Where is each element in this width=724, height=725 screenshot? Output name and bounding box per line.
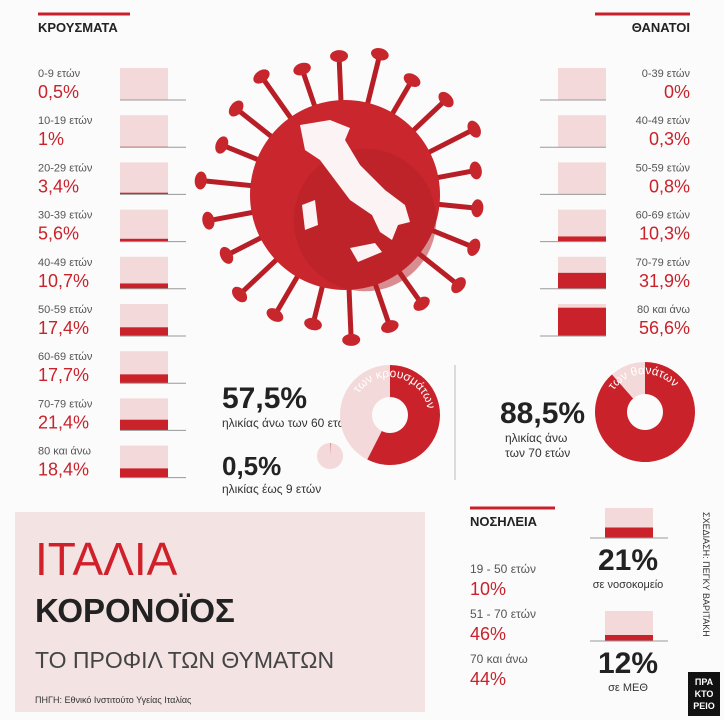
age-label: 40-49 ετών [636,115,691,127]
age-label: 70-79 ετών [38,398,93,410]
age-label: 60-69 ετών [38,351,93,363]
age-label: 80 και άνω [38,446,91,458]
value-label: 0,8% [649,176,690,196]
value-label: 31,9% [639,271,690,291]
logo-text: ΚΤΟ [695,689,714,699]
value-label: 17,4% [38,318,89,338]
total-value: 21% [598,544,658,577]
bar [120,283,168,288]
age-label: 0-39 ετών [642,68,691,80]
value-label: 17,7% [38,365,89,385]
age-label: 80 και άνω [637,304,690,316]
highlight-text: ηλικίας άνω των 60 ετών [222,416,353,430]
value-label: 0,5% [38,82,79,102]
age-label: 19 - 50 ετών [470,562,536,576]
value-label: 46% [470,624,506,644]
value-label: 44% [470,669,506,689]
credit: ΣΧΕΔΙΑΣΗ: ΠΕΓΚΥ ΒΑΡΙΤΑΚΗ [701,512,711,637]
bar [558,273,606,289]
value-label: 10% [470,579,506,599]
age-label: 40-49 ετών [38,257,93,269]
logo-text: ΡΕΙΟ [693,701,715,711]
bar [605,528,653,539]
bar-box [120,115,168,147]
bar [120,374,168,383]
value-label: 5,6% [38,224,79,244]
age-label: 0-9 ετών [38,68,81,80]
age-label: 70 και άνω [470,652,528,666]
value-label: 0,3% [649,129,690,149]
value-label: 3,4% [38,176,79,196]
highlight-text: των 70 ετών [505,446,570,460]
value-label: 21,4% [38,412,89,432]
header-subtitle: ΚΟΡΟΝΟΪΟΣ [35,592,235,629]
total-text: σε ΜΕΘ [608,682,648,694]
highlight-text: ηλικίας έως 9 ετών [222,482,321,496]
bar [605,635,653,641]
age-label: 10-19 ετών [38,115,93,127]
bar-box [558,162,606,194]
value-label: 10,7% [38,271,89,291]
highlight-value: 0,5% [222,451,281,481]
bar-box [120,210,168,242]
value-label: 1% [38,129,64,149]
bar [120,327,168,336]
bar-box [558,68,606,100]
section-title: ΚΡΟΥΣΜΑΤΑ [38,20,118,35]
value-label: 0% [664,82,690,102]
total-value: 12% [598,647,658,680]
header-tagline: ΤΟ ΠΡΟΦΙΛ ΤΩΝ ΘΥΜΑΤΩΝ [35,647,334,673]
age-label: 51 - 70 ετών [470,607,536,621]
highlight-text: ηλικίας άνω [505,431,567,445]
bar-box [120,68,168,100]
bar [120,468,168,477]
age-label: 20-29 ετών [38,162,93,174]
logo-text: ΠΡΑ [695,677,714,687]
bar [120,420,168,431]
age-label: 30-39 ετών [38,210,93,222]
highlight-value: 57,5% [222,382,307,415]
header-title: ΙΤΑΛΙΑ [35,533,178,585]
value-label: 10,3% [639,224,690,244]
age-label: 60-69 ετών [636,210,691,222]
value-label: 18,4% [38,460,89,480]
section-title: ΘΑΝΑΤΟΙ [632,20,690,35]
age-label: 50-59 ετών [38,304,93,316]
bar [558,308,606,336]
value-label: 56,6% [639,318,690,338]
age-label: 70-79 ετών [636,257,691,269]
age-label: 50-59 ετών [636,162,691,174]
section-title: ΝΟΣΗΛΕΙΑ [470,514,538,529]
highlight-value: 88,5% [500,397,585,430]
bar-box [558,115,606,147]
bar [558,236,606,241]
bar-box [120,162,168,194]
source: ΠΗΓΗ: Εθνικό Ινστιτούτο Υγείας Ιταλίας [35,695,192,705]
total-text: σε νοσοκομείο [593,579,664,591]
